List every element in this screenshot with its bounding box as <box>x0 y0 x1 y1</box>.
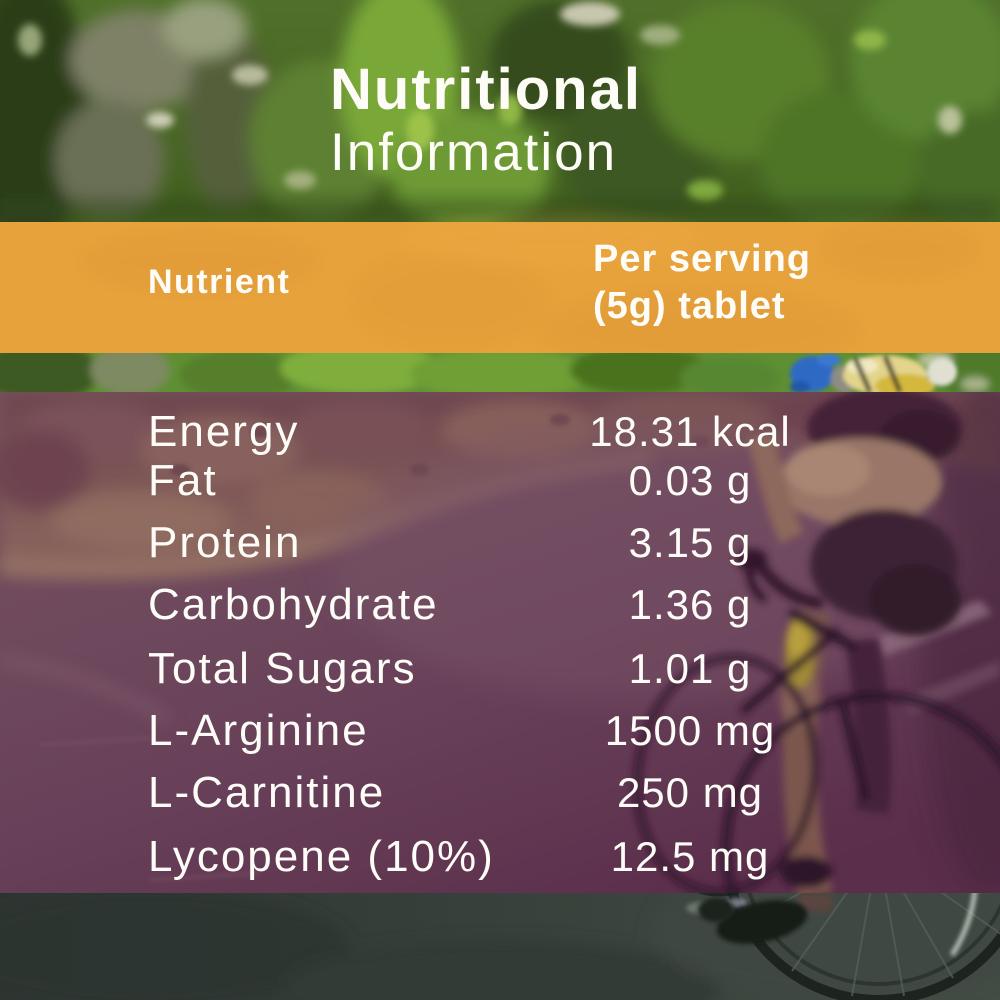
nutrient-value: 1500 mg <box>604 707 776 754</box>
nutrient-value: 250 mg <box>616 769 764 816</box>
nutrient-label: Energy <box>148 407 300 456</box>
nutrient-label: Carbohydrate <box>148 580 439 629</box>
nutrient-label: Protein <box>148 518 302 567</box>
table-row: Protein 3.15 g <box>0 518 1000 568</box>
table-row: Lycopene (10%) 12.5 mg <box>0 832 1000 882</box>
per-serving-line2: (5g) tablet <box>593 285 786 327</box>
nutrient-value: 18.31 kcal <box>589 408 791 455</box>
maroon-overlay-band <box>0 392 1000 893</box>
cyclist-helmet-jersey <box>790 354 957 392</box>
table-row: L-Carnitine 250 mg <box>0 768 1000 818</box>
nutrient-label: L-Carnitine <box>148 768 386 817</box>
nutrient-value: 1.36 g <box>628 581 752 628</box>
table-row: Carbohydrate 1.36 g <box>0 580 1000 630</box>
nutrient-value: 1.01 g <box>628 645 752 692</box>
table-row: Total Sugars 1.01 g <box>0 644 1000 694</box>
per-serving-line1: Per serving <box>593 238 811 280</box>
nutrient-label: Fat <box>148 456 218 505</box>
cyclist-silhouette <box>633 392 1000 893</box>
nutrient-value: 12.5 mg <box>610 833 770 880</box>
cliff-photo-band <box>0 0 1000 222</box>
table-row: Energy 18.31 kcal <box>0 407 1000 457</box>
table-row: Fat 0.03 g <box>0 456 1000 506</box>
nutrient-label: L-Arginine <box>148 706 369 755</box>
column-header-nutrient: Nutrient <box>148 262 291 301</box>
nutrient-label: Total Sugars <box>148 644 417 693</box>
nutrient-label: Lycopene (10%) <box>148 832 495 881</box>
column-header-per-serving: Per serving (5g) tablet <box>593 236 811 330</box>
nutrient-value: 3.15 g <box>628 519 752 566</box>
page-title: Nutritional Information <box>330 57 642 183</box>
table-header-band <box>0 212 1000 370</box>
table-row: L-Arginine 1500 mg <box>0 706 1000 756</box>
nutrient-value: 0.03 g <box>628 457 752 504</box>
road-photo-band <box>0 893 1000 1000</box>
page-title-line1: Nutritional <box>330 57 642 122</box>
page-title-line2: Information <box>330 123 618 183</box>
bicycle-wheels <box>633 893 1000 1000</box>
green-strip-band <box>0 353 1000 392</box>
